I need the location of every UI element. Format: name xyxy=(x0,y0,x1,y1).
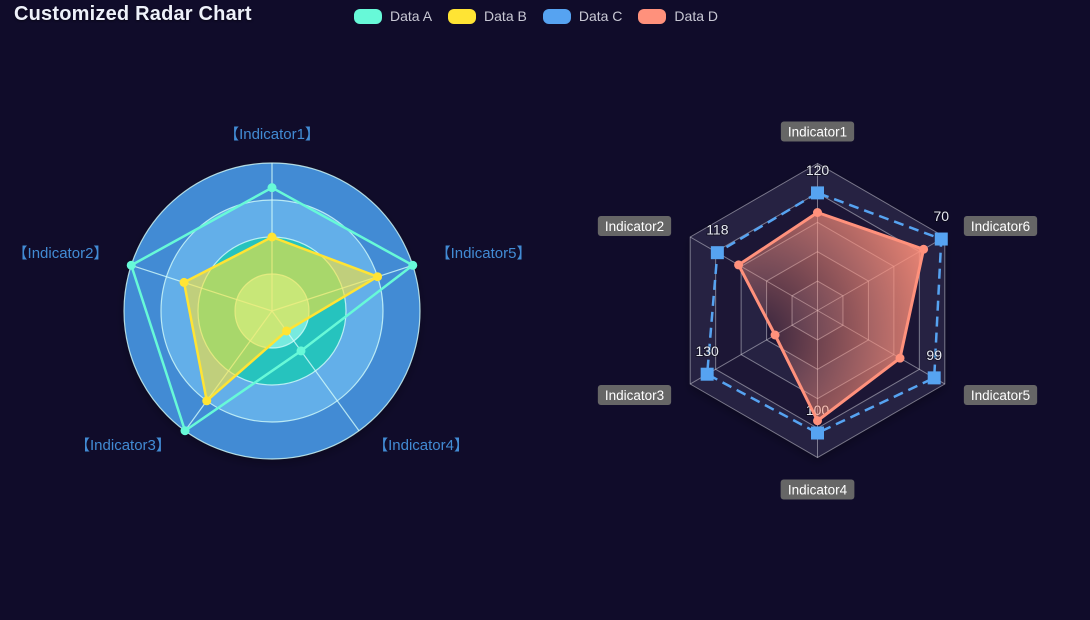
data-c-point-Indicator5[interactable] xyxy=(927,371,941,385)
left-radar-axis-name-Indicator3: 【Indicator3】 xyxy=(75,437,171,454)
legend: Data A Data B Data C Data D xyxy=(354,8,718,24)
left-radar-axis-name-Indicator5: 【Indicator5】 xyxy=(436,245,532,262)
left-radar-axis-name-Indicator1: 【Indicator1】 xyxy=(224,126,320,143)
data-b-point-Indicator4[interactable] xyxy=(281,326,291,336)
axis-name-badge xyxy=(597,385,672,405)
right-radar-series-data-d xyxy=(734,208,929,426)
data-a-point-Indicator3[interactable] xyxy=(180,426,190,436)
data-c-point-Indicator4[interactable] xyxy=(811,426,824,440)
axis-name-text: Indicator1 xyxy=(788,124,847,139)
data-c-label-Indicator3: 130 xyxy=(695,343,719,359)
legend-label: Data A xyxy=(390,8,433,24)
axis-name-badge xyxy=(780,479,855,500)
legend-item-data-a[interactable]: Data A xyxy=(354,8,432,24)
data-a-point-Indicator4[interactable] xyxy=(296,346,306,356)
data-d-point-Indicator3[interactable] xyxy=(770,330,780,340)
data-c-label-Indicator6: 70 xyxy=(933,208,949,224)
data-d-point-Indicator6[interactable] xyxy=(919,244,929,254)
legend-item-data-c[interactable]: Data C xyxy=(542,8,623,24)
data-c-label-Indicator2: 118 xyxy=(706,222,729,238)
right-radar-axis-name-Indicator1: Indicator1 xyxy=(780,121,855,142)
axis-name-badge xyxy=(963,216,1038,236)
axis-name-text: Indicator5 xyxy=(971,388,1030,403)
data-b-point-Indicator3[interactable] xyxy=(202,396,212,406)
legend-label: Data C xyxy=(578,8,623,24)
legend-swatch-data-b xyxy=(448,8,477,24)
legend-swatch-data-a xyxy=(354,8,382,24)
left-radar-axis-name-Indicator2: 【Indicator2】 xyxy=(13,245,109,262)
data-b-point-Indicator2[interactable] xyxy=(179,277,189,287)
right-radar-series-data-c: 1201181301009970 xyxy=(694,161,950,440)
data-d-point-Indicator5[interactable] xyxy=(895,353,905,363)
data-c-label-Indicator5: 99 xyxy=(926,347,942,363)
axis-name-text: Indicator6 xyxy=(971,219,1030,234)
left-radar-series-data-b xyxy=(179,232,383,406)
data-c-label-Indicator1: 120 xyxy=(806,162,830,178)
axis-name-badge xyxy=(780,121,855,142)
right-radar-axis-name-Indicator2: Indicator2 xyxy=(597,216,672,236)
axis-name-text: Indicator2 xyxy=(605,219,664,234)
left-radar-series-data-a xyxy=(126,183,418,436)
data-a-point-Indicator5[interactable] xyxy=(408,260,418,270)
right-radar-axis-name-Indicator3: Indicator3 xyxy=(597,385,672,405)
data-d-point-Indicator4[interactable] xyxy=(813,416,822,426)
right-radar-axis-name-Indicator5: Indicator5 xyxy=(963,385,1038,405)
page-title: Customized Radar Chart xyxy=(14,3,252,25)
data-c-point-Indicator3[interactable] xyxy=(700,367,714,381)
data-d-point-Indicator2[interactable] xyxy=(734,260,744,270)
data-b-area[interactable] xyxy=(184,237,378,401)
axis-name-text: Indicator3 xyxy=(605,388,664,403)
data-d-point-Indicator1[interactable] xyxy=(813,208,822,217)
axis-name-badge xyxy=(963,385,1038,405)
legend-item-data-d[interactable]: Data D xyxy=(638,8,718,24)
right-radar-axis-name-Indicator6: Indicator6 xyxy=(963,216,1038,236)
data-c-point-Indicator6[interactable] xyxy=(934,232,948,246)
data-a-point-Indicator2[interactable] xyxy=(126,260,136,270)
data-a-line[interactable] xyxy=(129,186,415,432)
data-c-point-Indicator1[interactable] xyxy=(811,186,824,200)
legend-swatch-data-c xyxy=(542,8,571,24)
legend-label: Data D xyxy=(674,8,718,24)
legend-label: Data B xyxy=(484,8,527,24)
legend-item-data-b[interactable]: Data B xyxy=(448,8,527,24)
legend-swatch-data-d xyxy=(638,8,667,24)
data-d-area[interactable] xyxy=(738,212,924,421)
data-a-point-Indicator1[interactable] xyxy=(267,183,277,193)
left-radar: 【Indicator1】【Indicator2】【Indicator3】 【Ind… xyxy=(13,126,532,460)
data-b-line[interactable] xyxy=(182,235,379,403)
right-radar: 1201181301009970Indicator1Indicator2Indi… xyxy=(597,121,1038,500)
data-c-point-Indicator2[interactable] xyxy=(710,246,724,260)
axis-name-badge xyxy=(597,216,672,236)
right-radar-axis-name-Indicator4: Indicator4 xyxy=(780,479,855,500)
left-radar-axis-name-Indicator4: 【Indicator4】 xyxy=(373,437,469,454)
data-b-point-Indicator1[interactable] xyxy=(267,232,277,242)
data-b-point-Indicator5[interactable] xyxy=(373,272,383,282)
axis-name-text: Indicator4 xyxy=(788,482,848,497)
